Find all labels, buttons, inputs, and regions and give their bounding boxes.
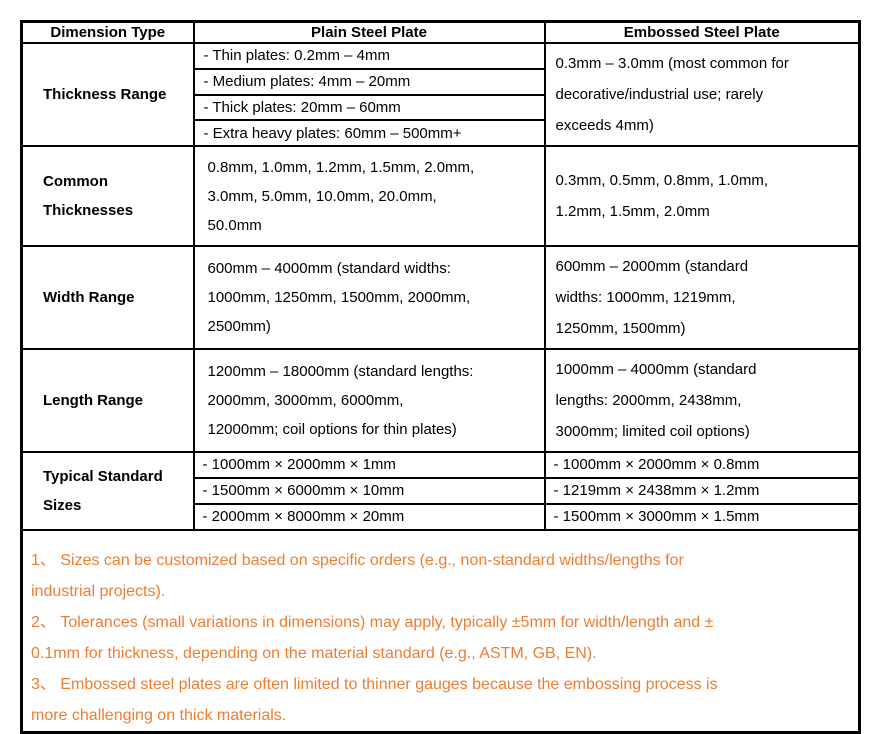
thickness-plain-extra-heavy: - Extra heavy plates: 60mm – 500mm+ [192,119,546,147]
typical-size-plain-3: - 2000mm × 8000mm × 20mm [192,503,546,531]
thickness-plain-thick: - Thick plates: 20mm – 60mm [192,93,546,122]
header-embossed-steel-plate: Embossed Steel Plate [543,20,861,44]
typical-size-embossed-2: - 1219mm × 2438mm × 1.2mm [543,477,861,505]
row-label-width-range: Width Range [20,245,195,350]
table-header-row: Dimension Type Plain Steel Plate Embosse… [20,20,861,44]
table-row: Width Range 600mm – 4000mm (standard wid… [20,245,861,350]
thickness-plain-medium: - Medium plates: 4mm – 20mm [192,67,546,96]
note-item-1: 1、 Sizes can be customized based on spec… [31,552,684,600]
row-label-length-range: Length Range [20,348,195,453]
typical-size-embossed-1: - 1000mm × 2000mm × 0.8mm [543,451,861,479]
note-item-2: 2、 Tolerances (small variations in dimen… [31,614,714,662]
length-range-embossed-value: 1000mm – 4000mm (standard lengths: 2000m… [543,348,861,453]
table-row: 1、 Sizes can be customized based on spec… [20,529,861,734]
width-range-embossed-value: 600mm – 2000mm (standard widths: 1000mm,… [543,245,861,350]
typical-size-plain-2: - 1500mm × 6000mm × 10mm [192,477,546,505]
thickness-plain-thin: - Thin plates: 0.2mm – 4mm [192,42,546,70]
header-dimension-type: Dimension Type [20,20,195,44]
table-row: - Medium plates: 4mm – 20mm [22,67,860,96]
width-range-plain-value: 600mm – 4000mm (standard widths: 1000mm,… [192,245,546,350]
row-label-common-thicknesses: Common Thicknesses [20,145,195,247]
table-row: Thickness Range - Thin plates: 0.2mm – 4… [20,42,861,147]
table-row: - 1500mm × 6000mm × 10mm - 1219mm × 2438… [22,477,861,505]
note-item-3: 3、 Embossed steel plates are often limit… [31,676,718,724]
table-row: Common Thicknesses 0.8mm, 1.0mm, 1.2mm, … [20,145,861,247]
table-row: - Thick plates: 20mm – 60mm [22,93,860,122]
table-row: Typical Standard Sizes - 1000mm × 2000mm… [20,451,861,531]
notes-section: 1、 Sizes can be customized based on spec… [20,529,861,734]
steel-plate-dimension-table: Dimension Type Plain Steel Plate Embosse… [20,20,861,734]
header-plain-steel-plate: Plain Steel Plate [192,20,546,44]
table-row: Length Range 1200mm – 18000mm (standard … [20,348,861,453]
table-row: - Extra heavy plates: 60mm – 500mm+ [22,119,860,147]
common-thicknesses-embossed-value: 0.3mm, 0.5mm, 0.8mm, 1.0mm, 1.2mm, 1.5mm… [543,145,861,247]
table-row: - 2000mm × 8000mm × 20mm - 1500mm × 3000… [22,503,861,531]
row-label-thickness-range: Thickness Range [20,42,195,147]
typical-size-embossed-3: - 1500mm × 3000mm × 1.5mm [543,503,861,531]
length-range-plain-value: 1200mm – 18000mm (standard lengths: 2000… [192,348,546,453]
thickness-embossed-value: 0.3mm – 3.0mm (most common for decorativ… [543,42,861,147]
row-label-typical-standard-sizes: Typical Standard Sizes [20,451,195,531]
typical-size-plain-1: - 1000mm × 2000mm × 1mm [192,451,546,479]
common-thicknesses-plain-value: 0.8mm, 1.0mm, 1.2mm, 1.5mm, 2.0mm, 3.0mm… [192,145,546,247]
